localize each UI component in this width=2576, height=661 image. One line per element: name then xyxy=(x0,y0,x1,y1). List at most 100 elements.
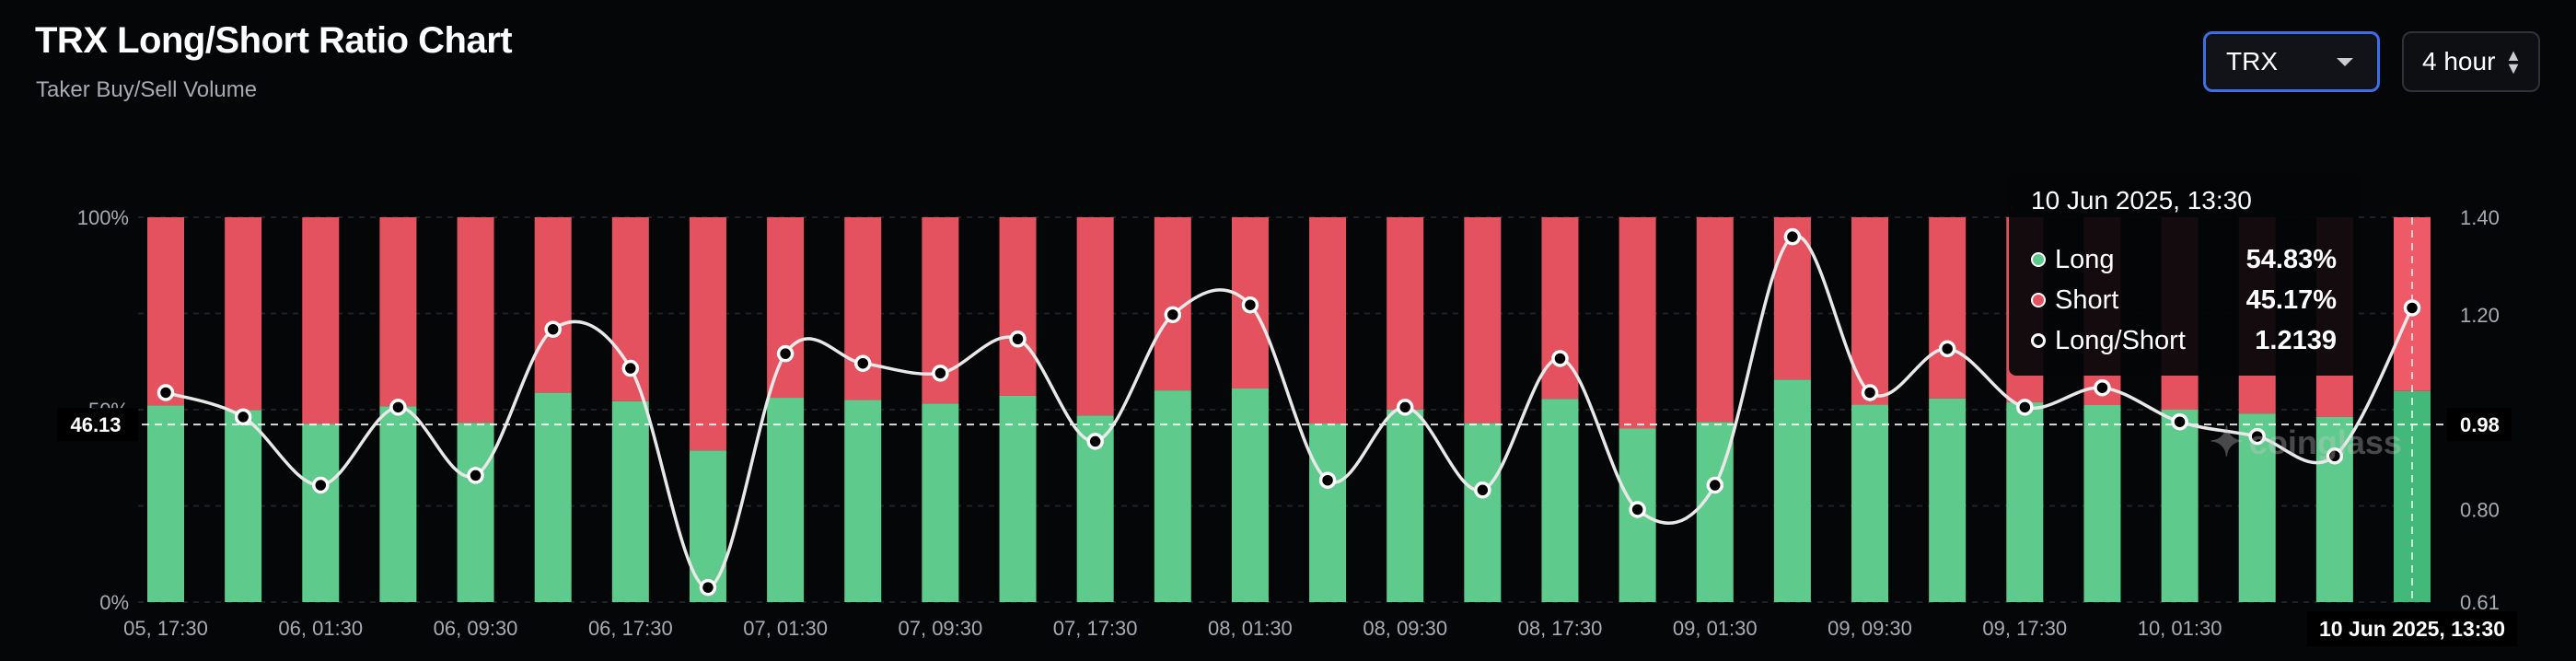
page-subtitle: Taker Buy/Sell Volume xyxy=(36,77,258,102)
short-bar xyxy=(457,217,494,423)
long-bar xyxy=(1464,423,1502,602)
crosshair-left-label-bg xyxy=(57,408,138,442)
x-axis-tick-label: 10, 01:30 xyxy=(2138,617,2222,640)
ratio-point xyxy=(389,399,407,416)
ratio-point xyxy=(1706,476,1724,494)
x-axis-tick-label: 08, 09:30 xyxy=(1363,617,1447,640)
long-bar xyxy=(1541,399,1579,602)
right-axis-tick-label: 0.61 xyxy=(2460,591,2500,614)
ratio-point xyxy=(157,384,175,401)
tooltip-row-value: 45.17% xyxy=(2245,284,2337,315)
tooltip-row-ratio: Long/Short 1.2139 xyxy=(2031,320,2337,361)
ratio-point xyxy=(1551,350,1569,367)
x-axis-tick-label: 05, 17:30 xyxy=(123,617,208,640)
short-bar xyxy=(1929,217,1967,399)
x-axis-tick-label: 07, 17:30 xyxy=(1053,617,1138,640)
long-bar xyxy=(457,423,494,602)
ratio-point xyxy=(1938,340,1956,358)
short-bar xyxy=(844,217,882,400)
right-axis-tick-label: 1.20 xyxy=(2460,304,2500,327)
crosshair-right-label-bg xyxy=(2447,408,2512,442)
x-axis-tick-label: 06, 17:30 xyxy=(588,617,673,640)
x-axis-tick-label: 06, 01:30 xyxy=(278,617,363,640)
ratio-point xyxy=(2248,427,2266,446)
tooltip-row-value: 1.2139 xyxy=(2255,325,2337,355)
long-bar xyxy=(611,400,649,602)
crosshair-left-label: 46.13 xyxy=(70,413,121,436)
short-bar xyxy=(1076,217,1114,416)
tooltip-row-name: Short xyxy=(2055,284,2119,315)
long-bar xyxy=(1929,398,1967,602)
ratio-point xyxy=(1164,306,1182,324)
long-bar xyxy=(767,398,805,602)
watermark-text: coinglass xyxy=(2248,423,2402,461)
short-dot-icon xyxy=(2031,293,2046,307)
short-bar xyxy=(534,217,572,393)
x-axis-tick-label: 08, 01:30 xyxy=(1208,617,1293,640)
tooltip-row-short: Short 45.17% xyxy=(2031,280,2337,320)
right-axis-tick-label: 1.40 xyxy=(2460,206,2500,229)
x-axis-tick-label: 09, 17:30 xyxy=(1982,617,2067,640)
interval-select-value: 4 hour xyxy=(2422,47,2496,75)
short-bar xyxy=(767,217,805,399)
x-axis-tick-label: 09, 09:30 xyxy=(1828,617,1912,640)
crosshair-x-label: 10 Jun 2025, 13:30 xyxy=(2319,617,2505,641)
long-bar xyxy=(225,410,262,602)
ratio-point xyxy=(853,354,872,372)
right-axis-tick-label: 0.80 xyxy=(2460,498,2500,521)
ratio-point xyxy=(1241,296,1259,314)
watermark: ✦ coinglass xyxy=(2210,419,2402,466)
coin-select[interactable]: TRX xyxy=(2203,31,2380,92)
short-bar xyxy=(1619,217,1656,429)
long-bar xyxy=(844,400,882,602)
short-bar xyxy=(1696,217,1734,423)
ratio-point xyxy=(776,344,795,363)
coinglass-logo-icon: ✦ xyxy=(2210,420,2244,465)
coin-select-value: TRX xyxy=(2226,47,2278,75)
x-axis-tick-label: 07, 09:30 xyxy=(899,617,983,640)
ratio-point xyxy=(932,365,949,382)
interval-select[interactable]: 4 hour ▲ ▼ xyxy=(2402,31,2540,92)
short-bar xyxy=(1464,217,1502,423)
short-bar xyxy=(999,217,1037,396)
up-down-arrows-icon: ▲ ▼ xyxy=(2505,46,2522,77)
short-bar xyxy=(1387,217,1424,410)
short-bar xyxy=(302,217,340,424)
long-bar xyxy=(1154,390,1191,602)
long-bar xyxy=(999,395,1037,602)
ratio-point xyxy=(1629,501,1646,518)
long-bar xyxy=(2006,402,2044,602)
long-bar xyxy=(1231,388,1269,602)
chart-tooltip: 10 Jun 2025, 13:30 Long 54.83% Short 45.… xyxy=(2009,173,2359,376)
crosshair-x-label-bg xyxy=(2307,611,2517,646)
long-bar xyxy=(534,392,572,602)
ratio-point xyxy=(1009,330,1027,348)
long-bar xyxy=(2083,404,2121,602)
long-dot-icon xyxy=(2031,252,2046,267)
ratio-point xyxy=(1474,481,1491,499)
long-bar xyxy=(1851,404,1889,602)
page-title: TRX Long/Short Ratio Chart xyxy=(35,20,513,61)
left-axis-tick-label: 100% xyxy=(77,206,129,229)
short-bar xyxy=(147,217,184,406)
tooltip-row-value: 54.83% xyxy=(2245,244,2337,274)
ratio-dot-icon xyxy=(2031,333,2046,348)
tooltip-row-name: Long xyxy=(2055,244,2115,274)
short-bar xyxy=(225,217,262,411)
long-bar xyxy=(1773,379,1811,602)
crosshair-right-label: 0.98 xyxy=(2460,413,2500,436)
short-bar xyxy=(379,217,417,407)
ratio-point xyxy=(1396,399,1414,416)
tooltip-date: 10 Jun 2025, 13:30 xyxy=(2031,186,2252,215)
long-bar xyxy=(302,423,340,602)
ratio-point xyxy=(621,359,640,377)
ratio-point xyxy=(312,476,330,494)
ratio-point xyxy=(1318,471,1337,489)
ratio-point xyxy=(699,578,717,597)
tooltip-row-long: Long 54.83% xyxy=(2031,239,2337,280)
long-bar xyxy=(379,406,417,602)
short-bar xyxy=(689,217,726,451)
ratio-point xyxy=(2171,412,2188,431)
ratio-point xyxy=(1086,433,1104,450)
